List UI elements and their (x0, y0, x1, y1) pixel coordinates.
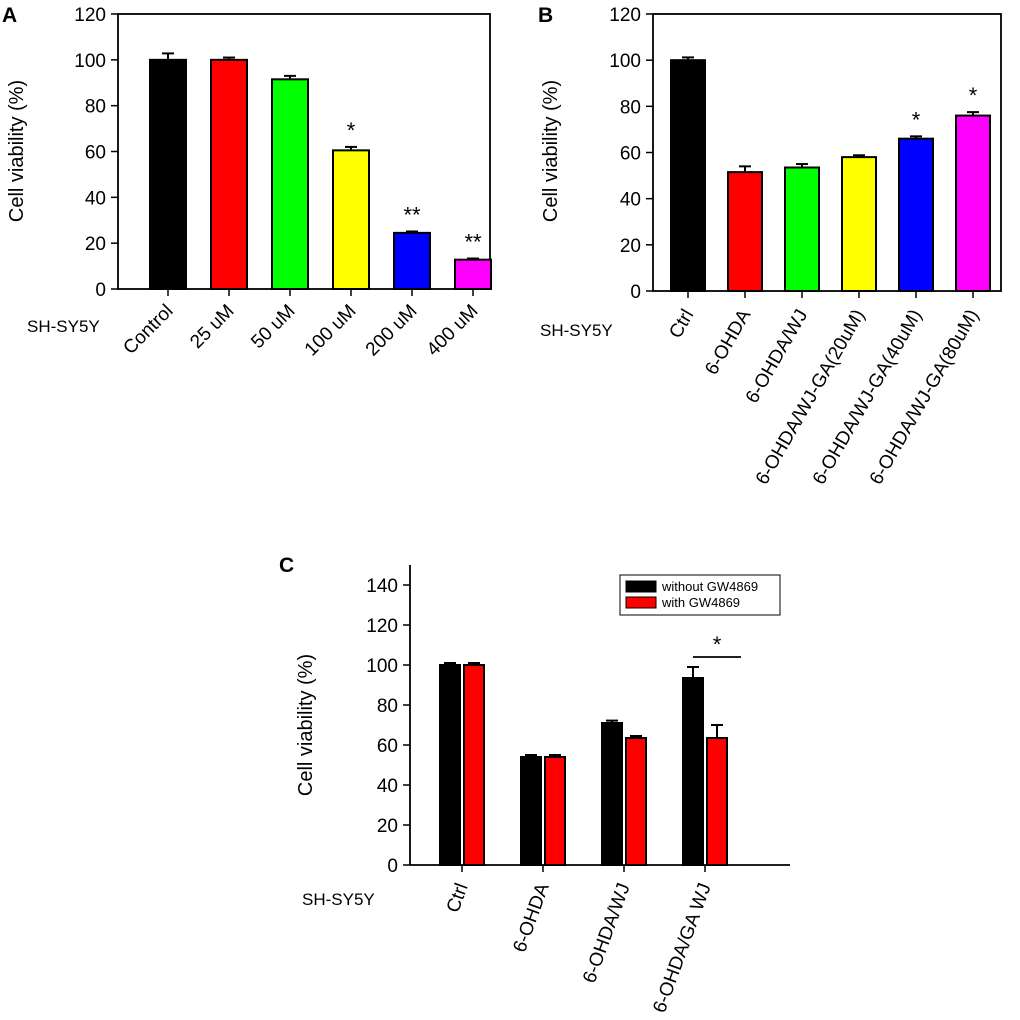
panel-b-y-tick-label: 60 (620, 144, 641, 165)
panel-b-cell-line-label: SH-SY5Y (540, 321, 613, 340)
panel-a-category-label: 400 uM (423, 301, 483, 361)
panel-c-y-tick-label: 100 (366, 656, 398, 677)
panel-b-y-tick-label: 120 (609, 5, 641, 26)
panel-a-category-label: 100 uM (301, 301, 361, 361)
panel-c-y-tick-label: 40 (377, 776, 398, 797)
panel-b: B Cell viability (%) SH-SY5Y 0 20 40 60 80 10… (538, 4, 1002, 488)
panel-b-category-label: Ctrl (665, 306, 698, 342)
panel-c-bar-series-1 (520, 756, 542, 866)
panel-c-category-label: 6-OHDA/WJ (579, 881, 634, 986)
panel-b-bar (670, 59, 706, 292)
panel-c-legend-label: without GW4869 (661, 579, 758, 594)
panel-b-y-tick-label: 80 (620, 97, 641, 118)
panel-a-bar (454, 258, 492, 290)
panel-a-significance-label: ** (464, 230, 482, 255)
panel-c-bar-series-1 (439, 664, 461, 866)
panel-a-significance-label: * (347, 118, 356, 143)
panel-a-y-tick-label: 0 (95, 280, 106, 301)
panel-a-y-tick-label: 60 (85, 143, 106, 164)
panel-c-y-tick-label: 0 (387, 856, 398, 877)
panel-a-bar (271, 78, 309, 290)
panel-a-bar (149, 58, 187, 291)
panel-b-y-tick-label: 20 (620, 236, 641, 257)
panel-a-letter: A (2, 4, 17, 27)
panel-c-y-tick-label: 60 (377, 736, 398, 757)
panel-b-y-tick-label: 0 (630, 282, 641, 303)
panel-c-bar-series-1 (682, 677, 704, 866)
panel-a-bar (210, 58, 248, 291)
panel-a-category-label: 50 uM (247, 301, 299, 353)
panel-c-legend-swatch (625, 596, 657, 609)
panel-b-category-label: 6-OHDA/WJ-GA(80uM) (866, 306, 983, 488)
panel-b-significance-label: * (912, 107, 921, 132)
panel-b-bar (955, 114, 991, 292)
panel-c-y-tick-label: 120 (366, 616, 398, 637)
panel-c-bar-series-2 (706, 737, 728, 866)
panel-c-bar-series-2 (544, 756, 566, 866)
panel-c-legend-swatch (625, 580, 657, 593)
panel-a: A Cell viability (%) SH-SY5Y 0 20 40 60 80 10… (2, 4, 492, 361)
panel-b-bar (727, 171, 763, 292)
panel-a-y-axis-title: Cell viability (%) (6, 80, 28, 222)
panel-b-y-tick-label: 100 (609, 51, 641, 72)
panel-c-y-tick-label: 20 (377, 816, 398, 837)
panel-b-category-label: 6-OHDA (701, 306, 755, 379)
panel-c-bar-series-1 (601, 722, 623, 866)
panel-a-y-tick-label: 40 (85, 188, 106, 209)
panel-a-category-label: Control (119, 301, 177, 359)
panel-c-category-label: 6-OHDA (509, 880, 553, 955)
panel-a-bar (393, 231, 431, 291)
panel-a-cell-line-label: SH-SY5Y (27, 317, 100, 336)
panel-b-category-label: 6-OHDA/WJ-GA(40uM) (809, 306, 926, 488)
panel-b-letter: B (538, 4, 553, 27)
panel-a-significance-label: ** (403, 202, 421, 227)
panel-c: C Cell viability (%) SH-SY5Y 0 20 40 60 80 10… (279, 554, 790, 1016)
panel-b-category-label: 6-OHDA/WJ-GA(20uM) (752, 306, 869, 488)
panel-c-significance-label: * (713, 632, 722, 657)
panel-c-y-tick-label: 140 (366, 576, 398, 597)
panel-c-y-tick-label: 80 (377, 696, 398, 717)
panel-c-legend-label: with GW4869 (661, 595, 740, 610)
panel-b-y-axis-title: Cell viability (%) (540, 80, 562, 222)
panel-c-bar-series-2 (463, 664, 485, 866)
panel-b-bar (784, 166, 820, 292)
panel-b-bar (898, 137, 934, 292)
panel-a-bar (332, 149, 370, 290)
panel-b-significance-label: * (969, 83, 978, 108)
panel-c-category-label: Ctrl (443, 881, 473, 916)
panel-c-bar-series-2 (625, 737, 647, 866)
panel-c-cell-line-label: SH-SY5Y (302, 890, 375, 909)
panel-c-letter: C (279, 554, 294, 577)
panel-b-bar (841, 156, 877, 292)
panel-a-y-tick-label: 100 (74, 51, 106, 72)
panel-a-category-label: 25 uM (186, 301, 238, 353)
panel-a-category-label: 200 uM (362, 301, 422, 361)
panel-c-category-label: 6-OHDA/GA WJ (649, 881, 715, 1016)
panel-a-y-tick-label: 20 (85, 234, 106, 255)
panel-c-y-axis-title: Cell viability (%) (295, 654, 317, 796)
panel-a-y-tick-label: 80 (85, 97, 106, 118)
panel-b-y-tick-label: 40 (620, 190, 641, 211)
panel-a-y-tick-label: 120 (74, 5, 106, 26)
